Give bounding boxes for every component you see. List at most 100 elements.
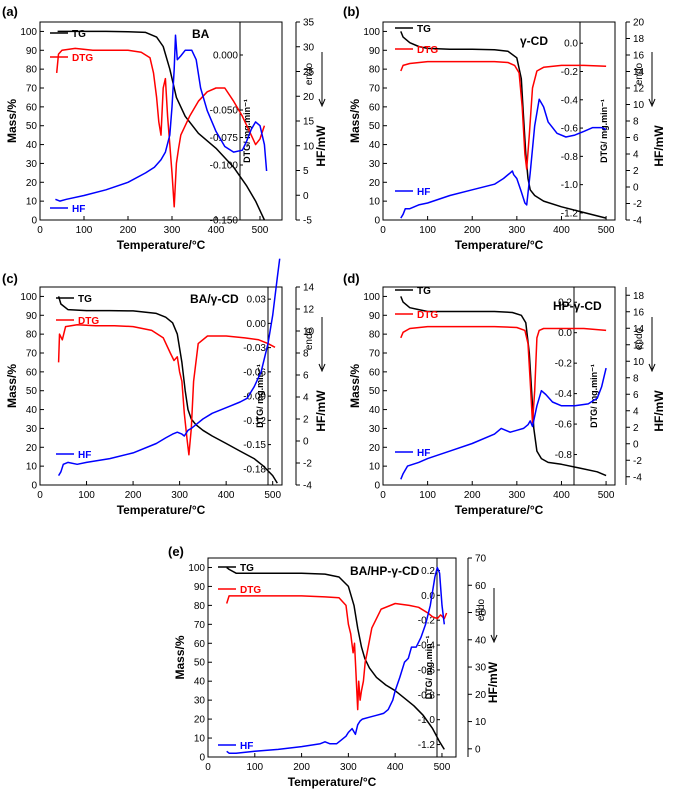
dtg-tick-label: -1.2	[561, 208, 579, 219]
legend-label-dtg: DTG	[240, 585, 261, 596]
legend-label-hf: HF	[72, 204, 85, 215]
x-tick-label: 200	[125, 490, 142, 501]
x-tick-label: 500	[598, 490, 615, 501]
hf-tick-label: 8	[303, 349, 309, 360]
legend-label-tg: TG	[417, 286, 431, 297]
hf-tick-label: 20	[633, 18, 645, 29]
dtg-tick-label: -0.6	[418, 665, 436, 676]
y-tick-label: 0	[31, 216, 37, 227]
dtg-tick-label: -0.6	[555, 420, 573, 431]
hf-tick-label: 6	[633, 133, 639, 144]
y-tick-label: 90	[194, 582, 206, 593]
series-line-dtg	[400, 325, 607, 424]
legend-label-dtg: DTG	[417, 45, 438, 56]
dtg-tick-label: -0.12	[243, 416, 266, 427]
series-line-hf	[55, 34, 268, 202]
x-tick-label: 400	[387, 762, 404, 773]
legend-label-hf: HF	[78, 450, 91, 461]
dtg-tick-label: -1.2	[418, 740, 436, 751]
dtg-axis-label: DTG/ mg.min⁻¹	[255, 364, 265, 428]
y-tick-label: 10	[26, 462, 38, 473]
x-tick-label: 100	[76, 225, 93, 236]
hf-tick-label: 0	[475, 744, 481, 755]
plot-frame	[39, 286, 283, 486]
hf-tick-label: -2	[633, 456, 642, 467]
hf-tick-label: -4	[303, 481, 312, 492]
x-tick-label: 300	[509, 225, 526, 236]
x-tick-label: 0	[380, 490, 386, 501]
panel-label: (e)	[168, 544, 184, 559]
endo-arrow-head	[648, 98, 656, 108]
hf-tick-label: 20	[475, 690, 487, 701]
dtg-tick-label: -0.150	[210, 216, 239, 227]
plot-frame	[207, 557, 457, 758]
hf-tick-label: 40	[475, 635, 487, 646]
panel-c: 0 100 200 300 400 500Temperature/°C0102030405…	[2, 258, 328, 517]
y-tick-label: 60	[26, 367, 38, 378]
dtg-tick-label: -0.4	[555, 389, 573, 400]
x-tick-label: 200	[464, 490, 481, 501]
y-tick-label: 40	[26, 405, 38, 416]
panel-label: (b)	[343, 4, 360, 19]
y-tick-label: 100	[363, 292, 380, 303]
y-tick-label: 20	[369, 178, 381, 189]
dtg-tick-label: -0.8	[555, 450, 573, 461]
hf-tick-label: 10	[475, 717, 487, 728]
y-tick-label: 50	[369, 121, 381, 132]
hf-tick-label: 30	[475, 663, 487, 674]
y-axis-label: Mass/%	[348, 99, 362, 143]
x-tick-label: 100	[419, 225, 436, 236]
plot-frame	[382, 286, 616, 486]
dtg-tick-label: -0.2	[555, 359, 573, 370]
dtg-tick-label: -0.06	[243, 367, 266, 378]
y-tick-label: 90	[369, 311, 381, 322]
series-line-dtg	[400, 60, 607, 170]
y-tick-label: 20	[369, 443, 381, 454]
endo-arrow-head	[318, 98, 326, 108]
y-tick-label: 30	[369, 159, 381, 170]
dtg-tick-label: -0.8	[561, 152, 579, 163]
hf-tick-label: 18	[633, 34, 645, 45]
hf-axis-label: HF/mW	[652, 390, 666, 432]
y-tick-label: 40	[194, 677, 206, 688]
dtg-tick-label: 0.2	[421, 566, 435, 577]
x-tick-label: 300	[171, 490, 188, 501]
hf-tick-label: 0	[633, 439, 639, 450]
x-tick-label: 0	[37, 490, 43, 501]
dtg-tick-label: -0.050	[210, 106, 239, 117]
y-tick-label: 10	[26, 197, 38, 208]
series-line-hf	[400, 98, 607, 219]
y-tick-label: 40	[26, 140, 38, 151]
y-tick-label: 10	[194, 734, 206, 745]
y-tick-label: 30	[369, 424, 381, 435]
hf-axis-label: HF/mW	[486, 661, 500, 703]
hf-tick-label: 12	[633, 340, 645, 351]
y-axis-label: Mass/%	[348, 364, 362, 408]
legend-label-dtg: DTG	[72, 53, 93, 64]
x-axis-label: Temperature/°C	[288, 775, 377, 789]
y-tick-label: 70	[26, 349, 38, 360]
chart-title: γ-CD	[520, 34, 548, 48]
y-axis-label: Mass/%	[5, 99, 19, 143]
hf-tick-label: 16	[633, 307, 645, 318]
endo-label: endo	[304, 62, 315, 85]
dtg-tick-label: 0.0	[421, 591, 435, 602]
endo-label: endo	[304, 327, 315, 350]
x-tick-label: 400	[218, 490, 235, 501]
legend-label-dtg: DTG	[78, 316, 99, 327]
panel-a: 0 100 200 300 400 500Temperature/°C0102030405…	[2, 4, 328, 252]
y-tick-label: 50	[26, 386, 38, 397]
y-tick-label: 20	[26, 178, 38, 189]
dtg-axis-label: DTG/ mg.min⁻¹	[599, 99, 609, 163]
hf-axis-label: HF/mW	[652, 125, 666, 167]
x-axis-label: Temperature/°C	[455, 238, 544, 252]
dtg-tick-label: -0.18	[243, 464, 266, 475]
panel-e: 0 100 200 300 400 500Temperature/°C0102030405…	[168, 544, 500, 789]
hf-tick-label: 18	[633, 291, 645, 302]
series-line-hf	[400, 367, 607, 480]
y-tick-label: 100	[363, 27, 380, 38]
y-tick-label: 90	[26, 46, 38, 57]
y-tick-label: 70	[369, 84, 381, 95]
dtg-tick-label: 0.0	[558, 328, 572, 339]
legend-label-hf: HF	[240, 741, 253, 752]
